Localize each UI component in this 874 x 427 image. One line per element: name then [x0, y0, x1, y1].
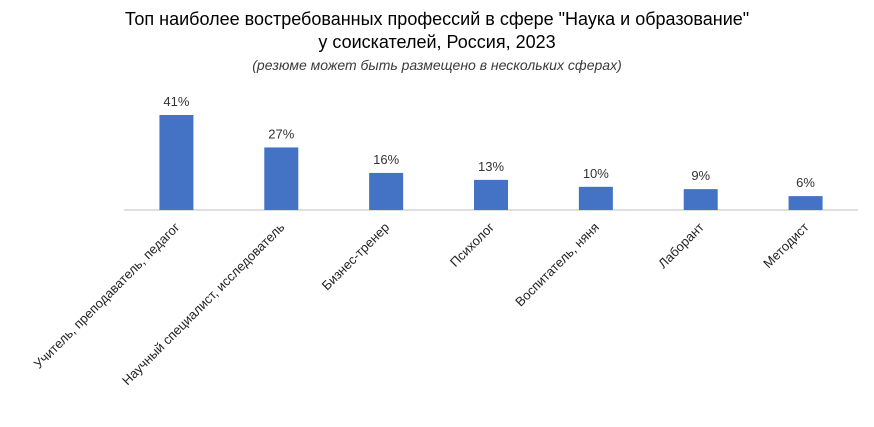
- value-label: 10%: [583, 166, 609, 181]
- value-label: 13%: [478, 159, 504, 174]
- value-label: 27%: [268, 126, 294, 141]
- value-label: 41%: [163, 94, 189, 109]
- bar: [578, 186, 613, 210]
- category-label: Психолог: [447, 219, 497, 269]
- bar: [474, 179, 508, 210]
- category-label: Воспитатель, няня: [512, 220, 602, 310]
- chart-title-line-1: Топ наиболее востребованных профессий в …: [124, 9, 750, 29]
- category-label: Методист: [760, 219, 812, 271]
- category-label: Научный специалист, исследователь: [119, 219, 288, 388]
- category-label: Лаборант: [655, 219, 707, 271]
- bar: [369, 172, 404, 210]
- category-label: Бизнес-тренер: [319, 220, 393, 294]
- bar: [264, 147, 299, 210]
- bar: [159, 115, 194, 210]
- value-label: 9%: [691, 168, 710, 183]
- bar: [788, 196, 823, 210]
- value-label: 6%: [796, 175, 815, 190]
- chart-title-line-2: у соискателей, Россия, 2023: [318, 32, 556, 52]
- chart-subtitle: (резюме может быть размещено в нескольки…: [252, 57, 622, 73]
- value-label: 16%: [373, 152, 399, 167]
- bar: [683, 189, 718, 210]
